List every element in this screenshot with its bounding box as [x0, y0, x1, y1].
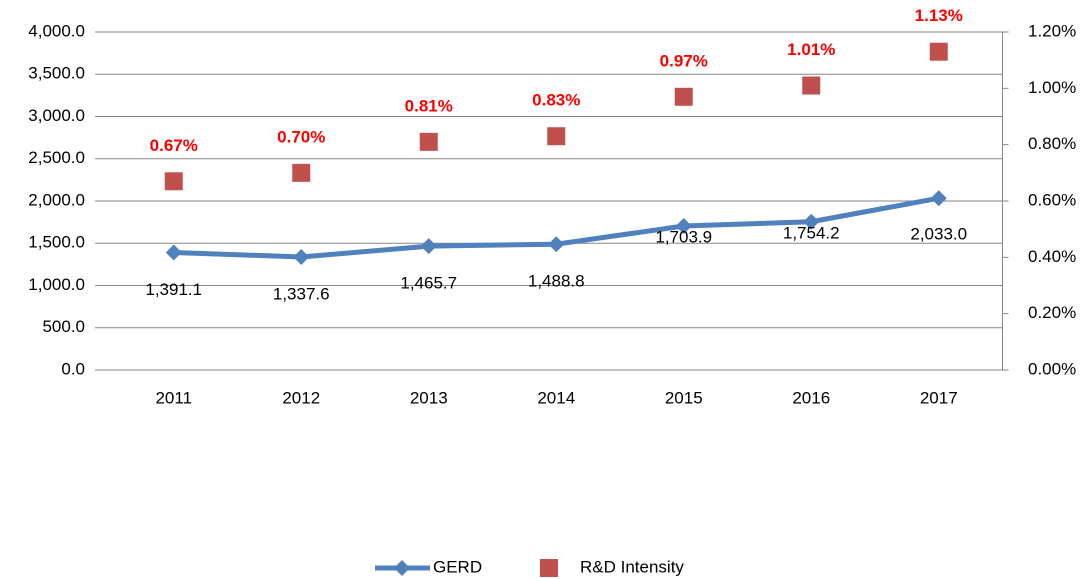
x-tick-label: 2011: [155, 388, 192, 407]
y-tick-label: 0.0: [61, 359, 85, 378]
x-tick-label: 2013: [410, 388, 448, 407]
gerd-marker: [165, 244, 182, 261]
gerd-marker: [803, 213, 820, 230]
intensity-marker: [547, 127, 566, 146]
y2-tick-label: 0.80%: [1028, 134, 1076, 153]
gerd-marker: [420, 238, 437, 255]
gerd-label: 2,033.0: [910, 225, 967, 244]
y-tick-label: 500.0: [42, 317, 85, 336]
x-tick-label: 2017: [920, 388, 958, 407]
intensity-marker: [674, 87, 693, 106]
x-tick-label: 2016: [792, 388, 830, 407]
intensity-label: 0.97%: [660, 51, 708, 70]
y-tick-label: 3,000.0: [28, 106, 85, 125]
gerd-marker: [675, 218, 692, 235]
legend-label: GERD: [433, 557, 482, 576]
gerd-label: 1,488.8: [528, 272, 585, 291]
y-tick-label: 2,000.0: [28, 190, 85, 209]
intensity-label: 0.81%: [405, 96, 453, 115]
intensity-marker: [164, 172, 183, 191]
gerd-marker: [548, 236, 565, 253]
legend-square: [540, 559, 558, 577]
gerd-label: 1,754.2: [783, 223, 840, 242]
gerd-marker: [930, 190, 947, 207]
intensity-marker: [419, 132, 438, 151]
y2-tick-label: 1.20%: [1028, 21, 1076, 40]
gerd-label: 1,703.9: [655, 228, 712, 247]
x-tick-label: 2014: [537, 388, 575, 407]
y-tick-label: 3,500.0: [28, 64, 85, 83]
intensity-label: 0.70%: [277, 127, 325, 146]
legend-diamond: [394, 560, 410, 576]
intensity-label: 0.67%: [150, 136, 198, 155]
legend-label: R&D Intensity: [580, 557, 684, 576]
gerd-label: 1,391.1: [145, 280, 202, 299]
y-tick-label: 1,000.0: [28, 275, 85, 294]
gerd-label: 1,465.7: [400, 274, 457, 293]
gerd-label: 1,337.6: [273, 284, 330, 303]
y2-tick-label: 0.20%: [1028, 303, 1076, 322]
intensity-label: 1.13%: [915, 6, 963, 25]
intensity-marker: [802, 76, 821, 95]
y2-tick-label: 0.60%: [1028, 190, 1076, 209]
y-tick-label: 1,500.0: [28, 233, 85, 252]
intensity-label: 1.01%: [787, 40, 835, 59]
x-tick-label: 2012: [282, 388, 320, 407]
y-tick-label: 4,000.0: [28, 21, 85, 40]
y2-tick-label: 0.40%: [1028, 247, 1076, 266]
gerd-marker: [293, 248, 310, 265]
intensity-label: 0.83%: [532, 91, 580, 110]
y2-tick-label: 0.00%: [1028, 359, 1076, 378]
intensity-marker: [292, 163, 311, 182]
x-tick-label: 2015: [665, 388, 703, 407]
intensity-marker: [929, 42, 948, 61]
y2-tick-label: 1.00%: [1028, 78, 1076, 97]
y-tick-label: 2,500.0: [28, 148, 85, 167]
